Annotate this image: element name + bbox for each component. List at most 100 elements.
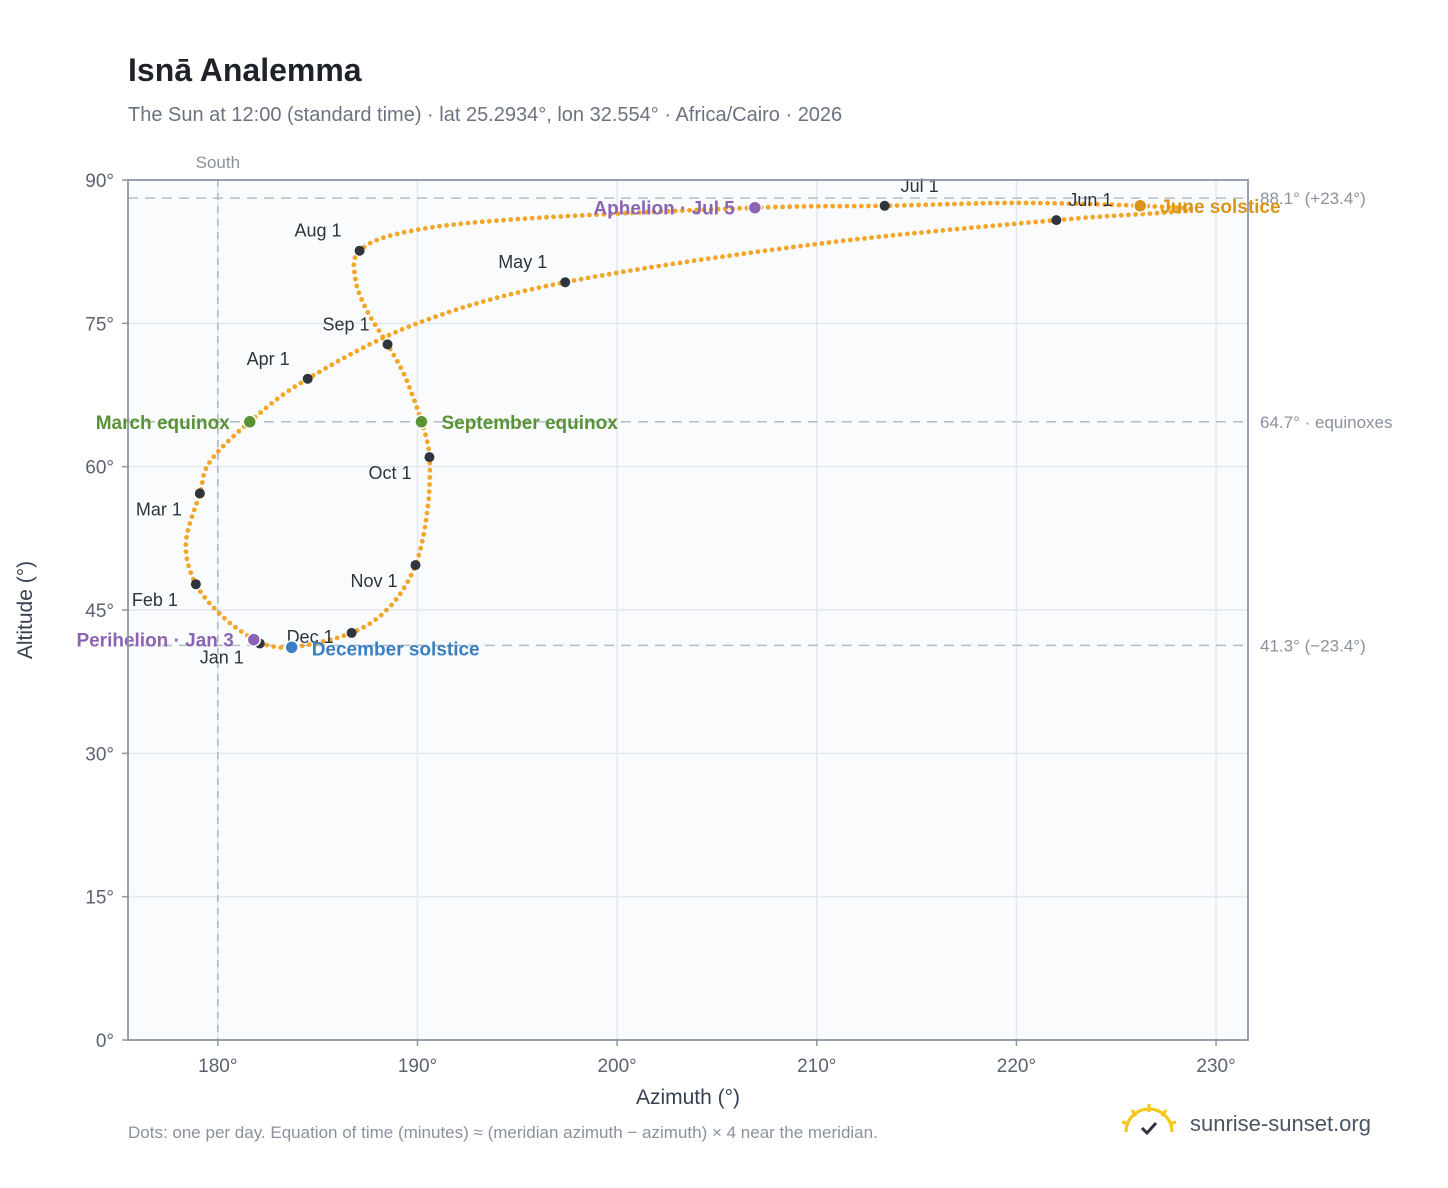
daily-sun-dot <box>637 210 642 216</box>
daily-sun-dot <box>421 531 427 537</box>
daily-sun-dot <box>606 271 612 277</box>
month-marker <box>560 277 571 288</box>
daily-sun-dot <box>592 274 598 279</box>
daily-sun-dot <box>286 388 292 393</box>
brand-logo[interactable]: sunrise-sunset.org <box>1120 1102 1371 1146</box>
daily-sun-dot <box>424 439 430 445</box>
daily-sun-dot <box>335 358 341 364</box>
x-tick-label: 180° <box>198 1056 237 1077</box>
event-marker <box>414 414 429 430</box>
daily-sun-dot <box>1045 200 1050 206</box>
daily-sun-dot <box>348 351 353 357</box>
daily-sun-dot <box>341 633 347 639</box>
daily-sun-dot <box>494 295 500 301</box>
x-tick-label: 200° <box>597 1056 636 1077</box>
daily-sun-dot <box>1059 201 1065 206</box>
y-tick-label: 0° <box>96 1031 114 1052</box>
month-label: Oct 1 <box>368 463 411 483</box>
footer-note: Dots: one per day. Equation of time (min… <box>128 1123 878 1142</box>
daily-sun-dot <box>397 591 403 597</box>
daily-sun-dot <box>858 203 864 209</box>
daily-sun-dot <box>1026 220 1031 226</box>
daily-sun-dot <box>691 258 697 264</box>
daily-sun-dot <box>220 443 226 449</box>
daily-sun-dot <box>976 224 981 230</box>
daily-sun-dot <box>1126 212 1131 218</box>
daily-sun-dot <box>359 297 364 302</box>
daily-sun-dot <box>373 338 379 344</box>
daily-sun-dot <box>207 460 212 465</box>
daily-sun-dot <box>185 528 191 533</box>
daily-sun-dot <box>458 221 464 227</box>
daily-sun-dot <box>780 204 785 210</box>
reference-label: 64.7° · equinoxes <box>1260 413 1393 432</box>
y-tick-label: 45° <box>85 601 114 622</box>
daily-sun-dot <box>536 215 542 221</box>
daily-sun-dot <box>773 204 778 210</box>
daily-sun-dot <box>422 226 428 231</box>
daily-sun-dot <box>1152 204 1158 209</box>
daily-sun-dot <box>414 405 420 410</box>
daily-sun-dot <box>1109 202 1115 208</box>
daily-sun-dot <box>334 635 340 641</box>
daily-sun-dot <box>353 276 358 282</box>
daily-sun-dot <box>833 239 839 245</box>
daily-sun-dot <box>494 218 499 224</box>
daily-sun-dot <box>1168 209 1174 215</box>
month-label: Nov 1 <box>350 571 397 591</box>
daily-sun-dot <box>1166 204 1172 210</box>
daily-sun-dot <box>966 201 972 207</box>
x-tick-label: 190° <box>398 1056 437 1077</box>
daily-sun-dot <box>808 203 814 209</box>
daily-sun-dot <box>1080 201 1086 207</box>
daily-sun-dot <box>188 570 194 575</box>
daily-sun-dot <box>672 208 678 214</box>
daily-sun-dot <box>961 226 967 231</box>
daily-sun-dot <box>798 243 803 249</box>
daily-sun-dot <box>579 213 585 218</box>
daily-sun-dot <box>1088 201 1093 207</box>
daily-sun-dot <box>670 261 676 267</box>
daily-sun-dot <box>292 384 298 390</box>
daily-sun-dot <box>923 202 929 208</box>
daily-sun-dot <box>608 211 614 217</box>
daily-sun-dot <box>940 228 946 233</box>
daily-sun-dot <box>317 369 322 375</box>
daily-sun-dot <box>406 324 412 330</box>
month-marker <box>424 452 435 463</box>
daily-sun-dot <box>415 227 421 233</box>
daily-sun-dot <box>501 217 506 223</box>
daily-sun-dot <box>386 332 392 338</box>
event-label: June solstice <box>1160 197 1280 218</box>
daily-sun-dot <box>360 345 366 351</box>
daily-sun-dot <box>1123 202 1129 208</box>
daily-sun-dot <box>465 220 471 226</box>
daily-sun-dot <box>426 316 432 322</box>
daily-sun-dot <box>522 216 528 222</box>
daily-sun-dot <box>183 542 189 547</box>
daily-sun-dot <box>944 201 950 207</box>
daily-sun-dot <box>1002 200 1007 206</box>
y-axis-title: Altitude (°) <box>14 561 37 659</box>
sun-logo-icon <box>1121 1104 1177 1136</box>
daily-sun-dot <box>883 233 889 239</box>
daily-sun-dot <box>202 595 208 600</box>
daily-sun-dot <box>263 405 269 411</box>
daily-sun-dot <box>398 365 404 371</box>
brand-text: sunrise-sunset.org <box>1190 1111 1371 1136</box>
daily-sun-dot <box>401 229 407 235</box>
daily-sun-dot <box>1076 215 1081 221</box>
daily-sun-dot <box>987 200 993 206</box>
month-marker <box>410 560 421 571</box>
event-marker <box>246 632 262 647</box>
daily-sun-dot <box>327 637 333 643</box>
daily-sun-dot <box>1011 221 1017 227</box>
daily-sun-dot <box>1090 214 1096 220</box>
daily-sun-dot <box>694 207 700 213</box>
daily-sun-dot <box>904 231 910 237</box>
daily-sun-dot <box>433 314 438 320</box>
daily-sun-dot <box>1133 212 1138 217</box>
daily-sun-dot <box>912 230 917 236</box>
daily-sun-dot <box>1004 222 1010 227</box>
daily-sun-dot <box>430 224 435 230</box>
